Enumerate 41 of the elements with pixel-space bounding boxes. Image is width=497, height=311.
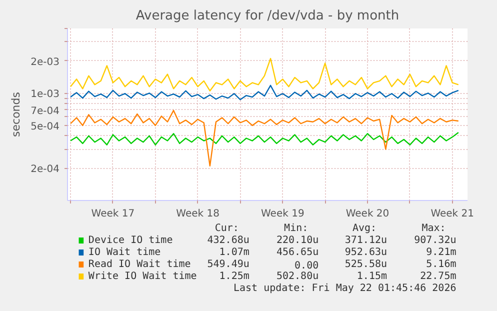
legend-label: IO Wait time xyxy=(88,247,161,258)
text: 432.68u xyxy=(207,235,250,246)
y-tick-label: 2e-03 xyxy=(30,56,60,68)
x-tick-label: Week 19 xyxy=(261,208,304,220)
legend-label: Write IO Wait time xyxy=(88,271,197,282)
text: 907.32u xyxy=(414,235,456,246)
line-series xyxy=(70,132,460,146)
line-series xyxy=(70,58,460,92)
y-tick-label: 1e-03 xyxy=(30,89,60,100)
text: 952.63u xyxy=(344,247,388,258)
text: 1.25m xyxy=(219,271,250,282)
x-tick-label: Week 17 xyxy=(91,208,135,220)
y-tick-label: 5e-04 xyxy=(30,121,60,132)
text: 525.58u xyxy=(344,259,388,270)
x-tick-label: Week 18 xyxy=(176,208,220,220)
x-tick-label: Week 21 xyxy=(430,208,474,220)
text: Avg: xyxy=(352,223,377,234)
legend-label: Read IO Wait time xyxy=(88,259,191,270)
text: 456.65u xyxy=(276,247,319,258)
text: Min: xyxy=(284,223,308,234)
text: 220.10u xyxy=(276,235,319,246)
line-series xyxy=(70,84,460,100)
text: 502.80u xyxy=(276,271,319,282)
text: Cur: xyxy=(214,223,239,234)
y-tick-label: 2e-04 xyxy=(30,164,60,176)
text: 1.07m xyxy=(219,247,250,258)
y-axis-title: seconds xyxy=(10,92,23,137)
text: Max: xyxy=(422,223,446,234)
text: 549.49u xyxy=(207,259,250,270)
text: 0.00 xyxy=(294,260,319,272)
text: Last update: Fri May 22 01:45:46 2026 xyxy=(233,283,456,294)
chart-title: Average latency for /dev/vda - by month xyxy=(136,8,400,24)
x-tick-label: Week 20 xyxy=(346,208,390,220)
line-series xyxy=(70,110,460,167)
text: 22.75m xyxy=(420,271,456,282)
y-tick-label: 7e-04 xyxy=(30,106,60,117)
text: 1.15m xyxy=(356,271,388,282)
text: 9.21m xyxy=(426,247,456,258)
text: 5.16m xyxy=(426,259,456,270)
legend-label: Device IO time xyxy=(88,235,173,246)
text: 371.12u xyxy=(344,235,388,246)
